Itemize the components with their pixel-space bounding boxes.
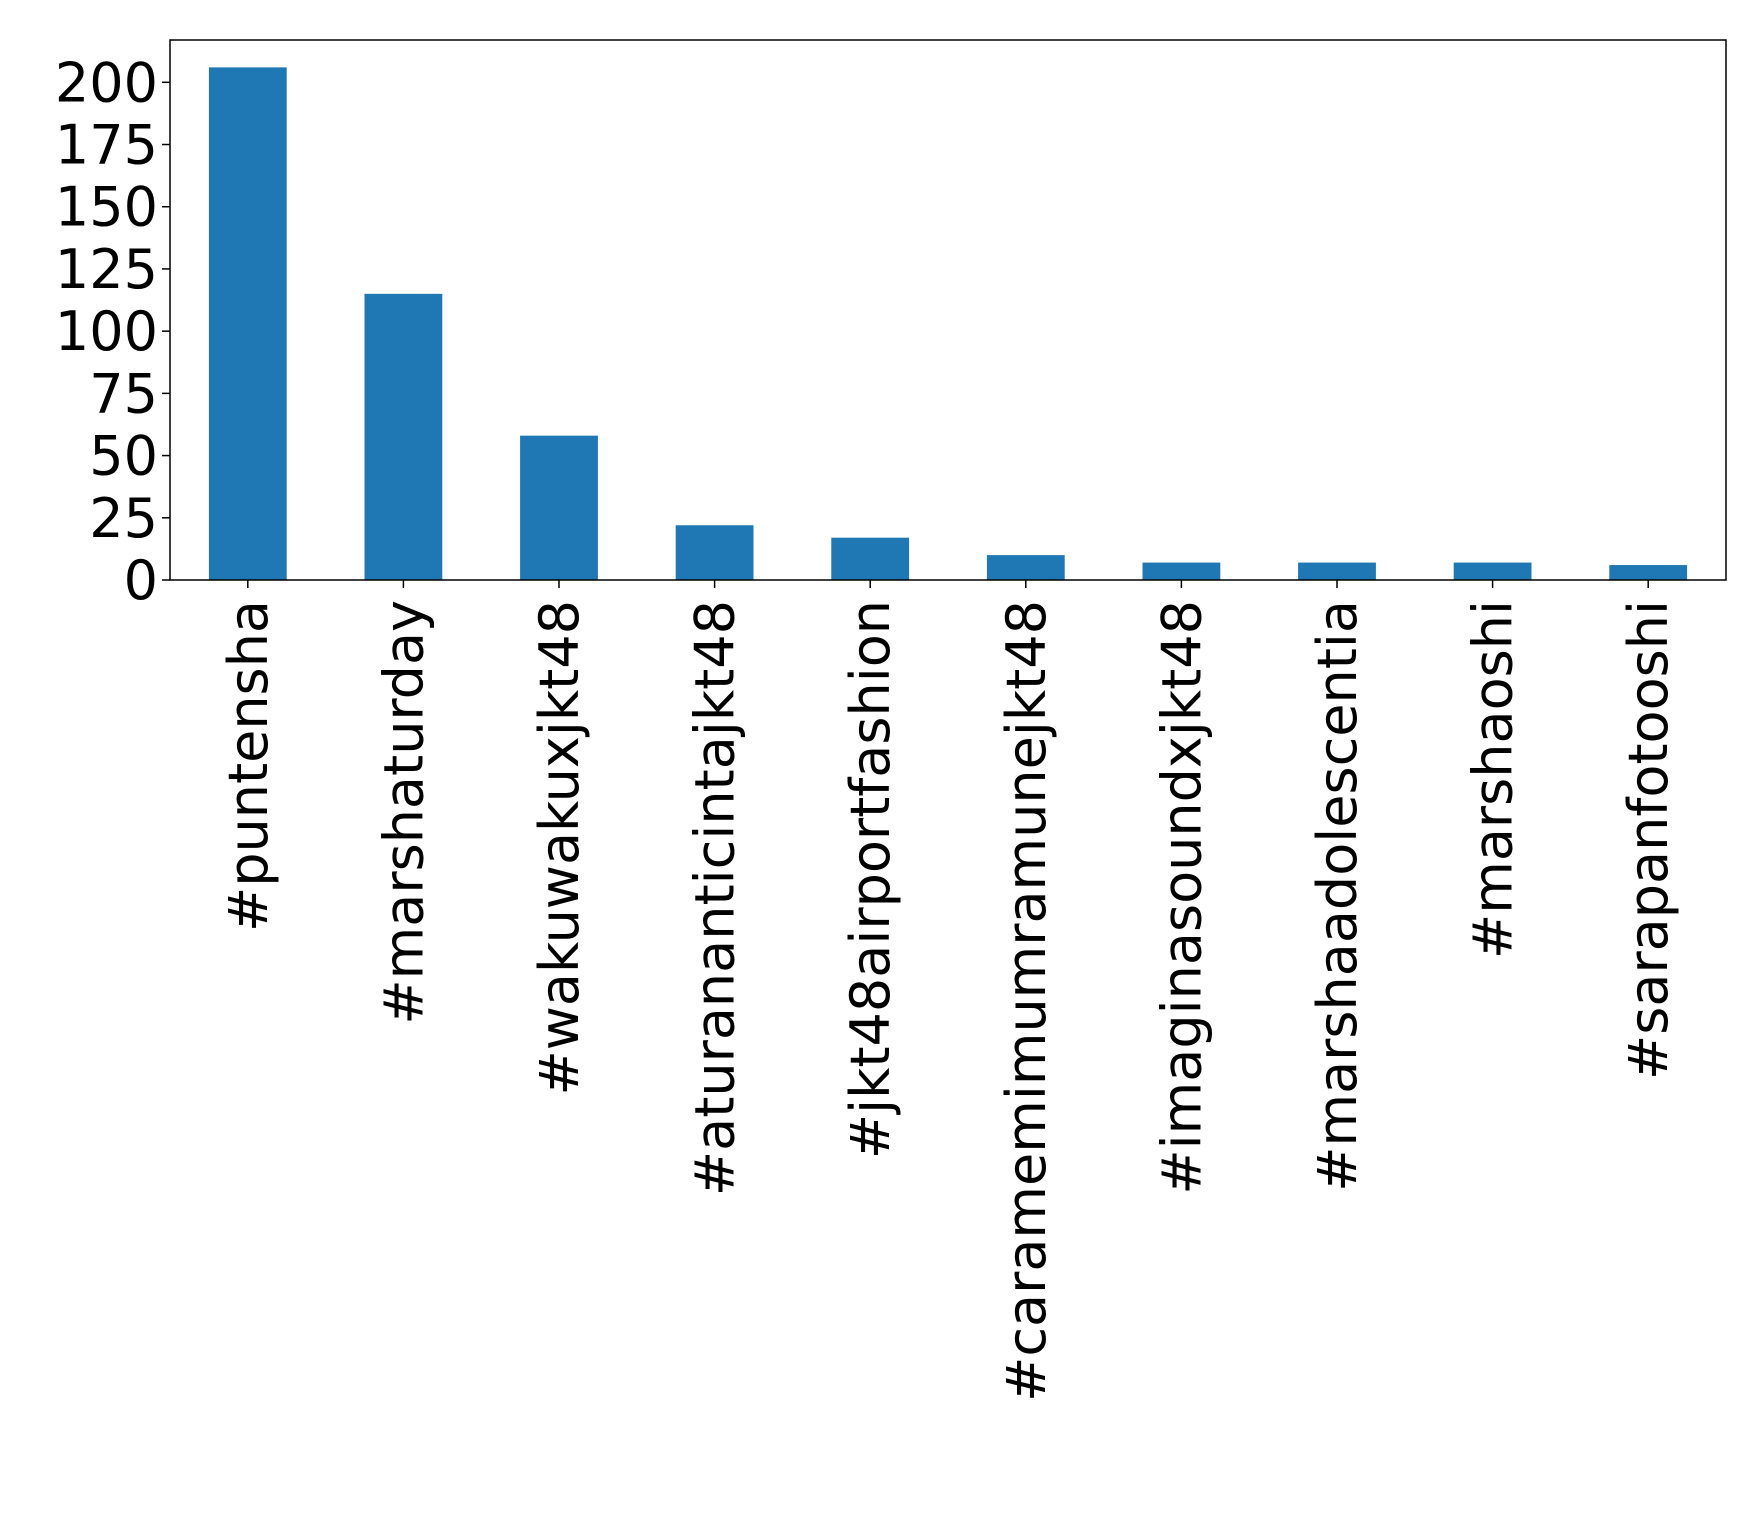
x-tick-label: #aturananticintajkt48 [684,600,747,1196]
x-tick-label: #marshaturday [372,600,435,1025]
plot-frame [169,39,1727,581]
y-tick-label: 100 [55,300,158,363]
bar-puntensha [208,67,287,580]
y-tick-label: 25 [89,487,158,550]
x-tick-label: #marshaoshi [1462,600,1525,959]
y-tick-label: 75 [89,362,158,425]
x-axis: #puntensha #marshaturday #wakuwakuxjkt48 #a… [217,580,1680,1402]
y-tick-label: 0 [124,549,158,612]
bar-marshaadolescentia [1298,562,1376,580]
x-tick-label: #caramemimumramunejkt48 [995,600,1058,1402]
bar-marshaoshi [1453,562,1532,580]
x-tick-label: #puntensha [217,600,280,932]
bars-group [208,67,1688,580]
bar-caramemimumramunejkt48 [986,555,1065,580]
bar-marshaturday [364,293,443,580]
bar-jkt48airportfashion [831,537,910,580]
x-tick-label: #marshaadolescentia [1306,600,1369,1192]
x-tick-label: #imaginasoundxjkt48 [1150,600,1213,1195]
bar-aturananticintajkt48 [675,525,754,580]
y-tick-label: 175 [55,114,158,177]
x-tick-label: #sarapanfotooshi [1617,600,1680,1080]
bar-sarapanfotooshi [1609,565,1688,580]
y-tick-label: 200 [55,51,158,114]
y-tick-label: 125 [55,238,158,301]
y-tick-label: 50 [89,425,158,488]
x-tick-label: #wakuwakuxjkt48 [528,600,591,1096]
x-tick-label: #jkt48airportfashion [839,600,902,1159]
bar-imaginasoundxjkt48 [1142,562,1221,580]
bar-wakuwakuxjkt48 [520,435,598,580]
y-tick-label: 150 [55,176,158,239]
